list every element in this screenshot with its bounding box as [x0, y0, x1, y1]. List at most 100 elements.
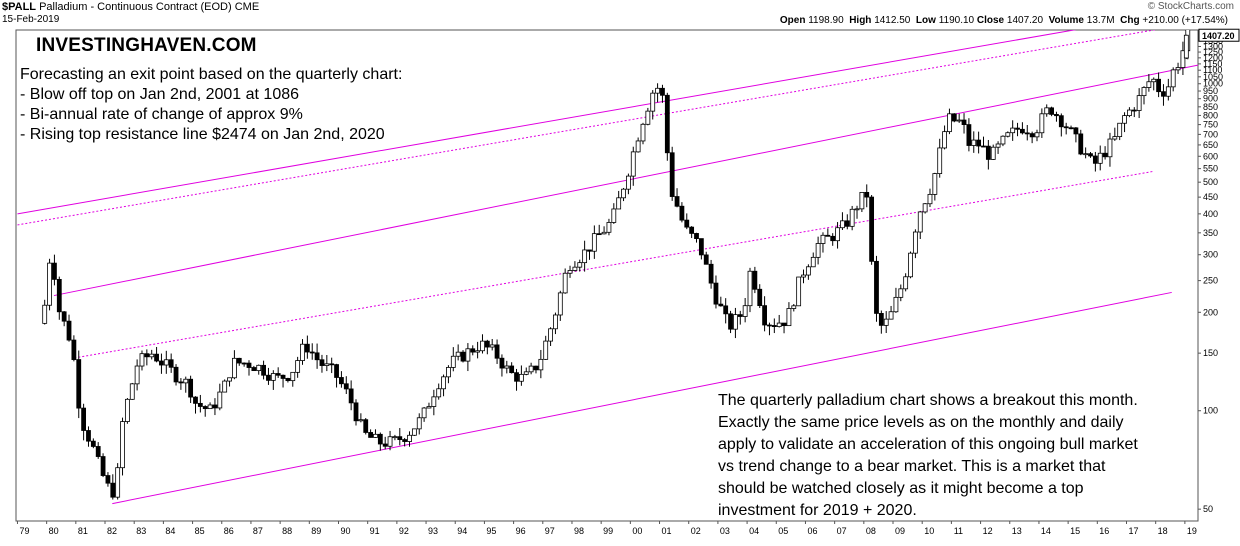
candle-body — [698, 238, 704, 256]
candle-body — [1073, 127, 1079, 135]
candle-body — [723, 305, 729, 315]
y-tick-label: 850 — [1203, 102, 1218, 112]
candle-body — [640, 123, 646, 142]
x-tick-label: 95 — [486, 526, 496, 536]
candle-body — [368, 432, 374, 438]
x-tick-label: 98 — [574, 526, 584, 536]
candle-body — [844, 220, 850, 227]
x-tick-label: 89 — [311, 526, 321, 536]
candle-body — [878, 313, 884, 326]
candle-body — [577, 262, 583, 268]
candle-body — [387, 436, 393, 447]
candle-body — [173, 366, 179, 383]
candle-body — [1034, 132, 1040, 138]
candle-body — [377, 433, 383, 445]
candle-body — [134, 365, 140, 385]
candle-body — [1136, 95, 1142, 111]
candle-body — [791, 305, 797, 309]
candle-body — [251, 367, 257, 372]
x-tick-label: 91 — [370, 526, 380, 536]
candle-body — [290, 371, 296, 382]
candle-body — [193, 396, 198, 404]
candle-body — [1044, 107, 1050, 115]
candle-body — [1029, 133, 1035, 138]
x-tick-label: 96 — [516, 526, 526, 536]
x-tick-label: 14 — [1041, 526, 1051, 536]
candle-body — [441, 376, 446, 390]
candle-body — [626, 175, 631, 190]
candle-body — [733, 314, 738, 330]
candle-body — [480, 340, 485, 352]
candle-body — [669, 152, 675, 197]
brand-title: INVESTINGHAVEN.COM — [36, 35, 257, 56]
candle-body — [1054, 113, 1059, 117]
candle-body — [883, 318, 889, 326]
candle-body — [728, 313, 733, 330]
y-tick-label: 350 — [1203, 228, 1218, 238]
candle-body — [56, 278, 62, 313]
candle-body — [601, 231, 607, 235]
candle-body — [951, 113, 957, 122]
candle-body — [100, 456, 106, 476]
candle-body — [912, 231, 918, 254]
y-tick-label: 50 — [1203, 504, 1213, 514]
candle-body — [825, 234, 831, 237]
candle-body — [494, 344, 500, 359]
candle-body — [703, 254, 709, 265]
y-tick-label: 1250 — [1203, 47, 1223, 57]
x-tick-label: 15 — [1070, 526, 1080, 536]
candle-body — [937, 147, 943, 175]
candle-body — [805, 266, 811, 276]
last-price-box — [1198, 28, 1240, 42]
volume-label: Volume — [1048, 15, 1084, 26]
candle-body — [694, 233, 699, 239]
candle-body — [1165, 86, 1171, 97]
candle-body — [159, 360, 164, 366]
candle-body — [1058, 115, 1064, 128]
y-tick-label: 1300 — [1203, 41, 1223, 51]
candle-body — [314, 352, 320, 361]
close-value: 1407.20 — [1006, 15, 1044, 26]
y-tick-label: 450 — [1203, 192, 1218, 202]
candle-body — [815, 243, 821, 258]
candle-body — [154, 353, 159, 362]
candle-body — [1063, 126, 1069, 129]
candle-body — [1049, 107, 1054, 115]
candle-body — [1151, 78, 1157, 83]
candle-body — [397, 436, 403, 440]
change-label: Chg — [1120, 15, 1140, 26]
y-tick-label: 300 — [1203, 250, 1218, 260]
candle-body — [163, 359, 169, 366]
candle-body — [708, 263, 714, 284]
candle-body — [129, 383, 135, 400]
candle-body — [543, 340, 549, 360]
x-tick-label: 81 — [78, 526, 88, 536]
x-tick-label: 86 — [224, 526, 234, 536]
candle-body — [178, 381, 184, 384]
candle-body — [261, 364, 266, 376]
candle-body — [489, 344, 495, 348]
y-tick-label: 600 — [1203, 151, 1218, 161]
low-label: Low — [915, 15, 936, 26]
candle-body — [504, 365, 510, 369]
candle-body — [319, 359, 325, 366]
trendline-solid — [112, 291, 1172, 505]
x-tick-label: 02 — [691, 526, 701, 536]
candle-body — [334, 364, 339, 378]
candle-body — [52, 262, 57, 280]
x-tick-label: 99 — [603, 526, 613, 536]
candle-body — [796, 276, 802, 307]
candle-body — [1180, 50, 1186, 68]
symbol: $PALL — [2, 1, 37, 13]
candle-body — [436, 388, 442, 398]
candle-body — [339, 377, 344, 385]
y-tick-label: 100 — [1203, 406, 1218, 416]
candle-body — [124, 398, 130, 422]
candle-body — [358, 419, 364, 422]
candle-body — [270, 373, 276, 381]
candle-body — [917, 211, 923, 233]
candle-body — [285, 378, 291, 382]
y-tick-label: 750 — [1203, 120, 1218, 130]
candle-body — [664, 94, 670, 154]
candle-body — [382, 443, 388, 447]
